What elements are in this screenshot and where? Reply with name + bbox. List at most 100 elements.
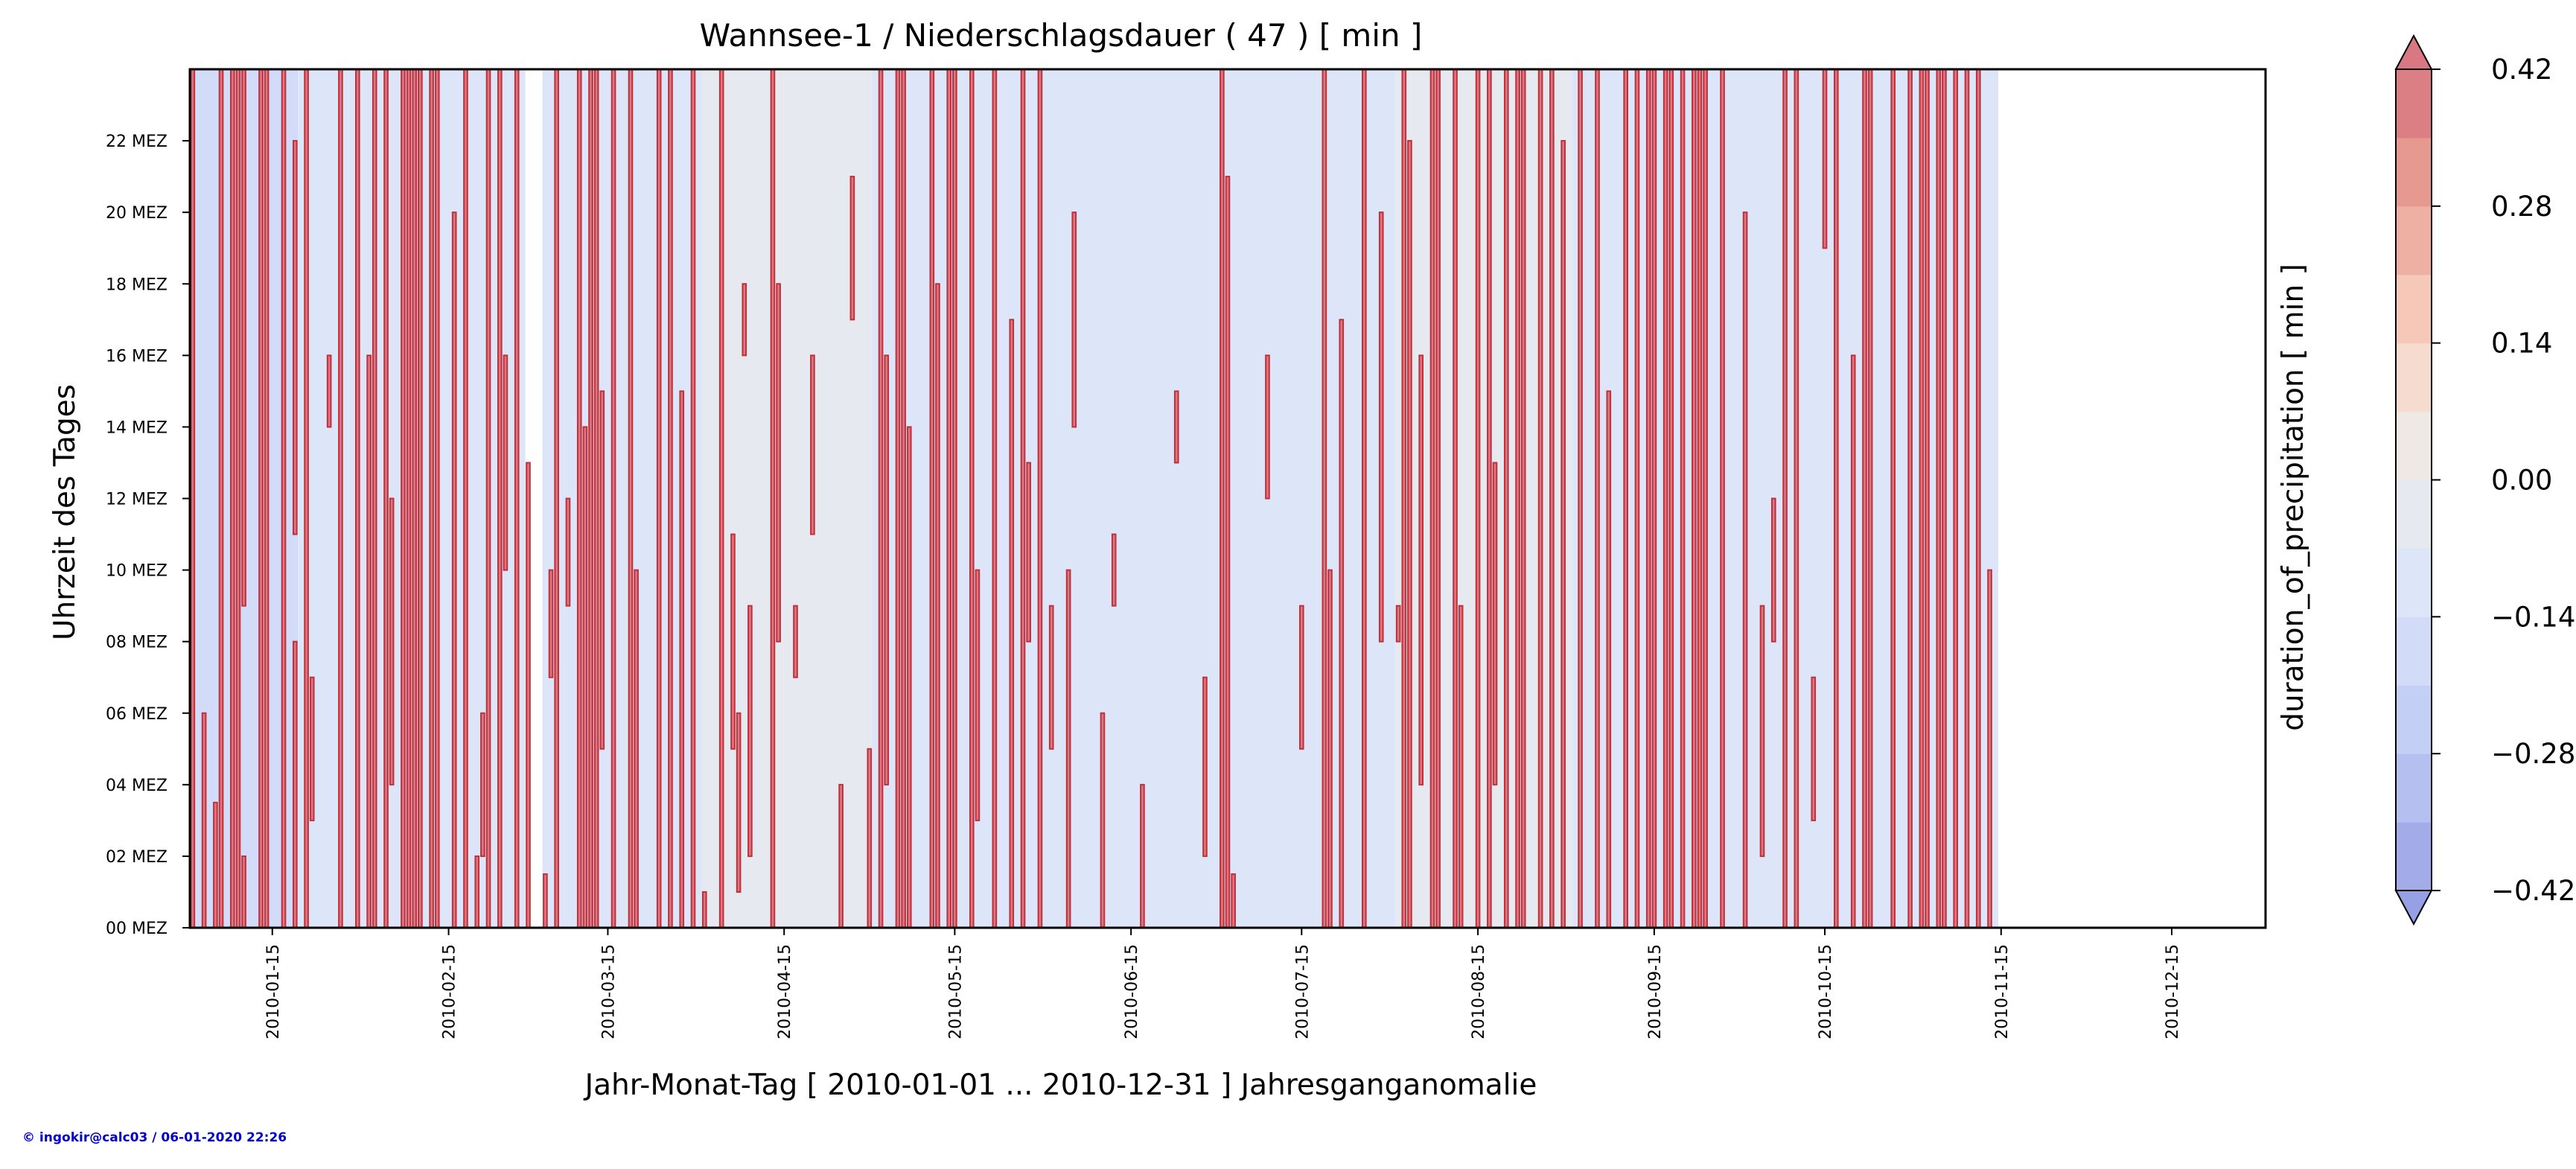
precipitation-event [1401, 69, 1407, 928]
colorbar-segment [2396, 137, 2432, 207]
colorbar-tick-label: 0.00 [2491, 465, 2552, 497]
precipitation-event [383, 69, 389, 928]
colorbar-tick-label: −0.28 [2491, 738, 2575, 770]
x-tick-label: 2010-03-15 [599, 944, 618, 1039]
precipitation-event [895, 69, 901, 928]
x-tick-label: 2010-02-15 [441, 944, 459, 1039]
precipitation-event [1936, 69, 1942, 928]
colorbar-extend-min [2394, 890, 2433, 926]
precipitation-event [338, 69, 343, 928]
precipitation-event [264, 69, 270, 928]
precipitation-event [451, 211, 457, 928]
y-tick-label: 02 MEZ [106, 848, 168, 867]
precipitation-event [793, 605, 798, 678]
precipitation-event [1964, 69, 1970, 928]
colorbar-tick-label: 0.14 [2491, 328, 2552, 360]
precipitation-event [281, 69, 287, 928]
precipitation-event [849, 176, 855, 321]
precipitation-event [1435, 69, 1441, 928]
precipitation-event [1942, 69, 1947, 928]
precipitation-event [326, 354, 332, 428]
precipitation-event [1339, 319, 1345, 928]
precipitation-event [1026, 462, 1031, 643]
x-tick-label: 2010-09-15 [1646, 944, 1665, 1039]
precipitation-event [1037, 69, 1043, 928]
precipitation-event [213, 801, 218, 928]
precipitation-event [1009, 319, 1015, 928]
precipitation-event [1794, 69, 1799, 928]
precipitation-event [1867, 69, 1873, 928]
precipitation-event [690, 69, 696, 928]
colorbar-segment [2396, 411, 2432, 480]
precipitation-event [1378, 211, 1384, 643]
precipitation-event [1720, 69, 1725, 928]
precipitation-event [668, 69, 673, 928]
precipitation-event [1322, 69, 1327, 928]
precipitation-event [1651, 69, 1657, 928]
precipitation-event [1862, 69, 1867, 928]
precipitation-event [1634, 69, 1640, 928]
precipitation-event [878, 69, 884, 928]
precipitation-event [1742, 211, 1748, 928]
precipitation-event [418, 69, 423, 928]
precipitation-event [389, 497, 395, 786]
precipitation-event [1578, 69, 1583, 928]
precipitation-event [867, 748, 873, 929]
x-tick-label: 2010-08-15 [1470, 944, 1488, 1039]
x-tick-label: 2010-12-15 [2164, 944, 2182, 1039]
y-tick-label: 08 MEZ [106, 634, 168, 652]
precipitation-event [1925, 69, 1930, 928]
precipitation-event [730, 533, 736, 750]
colorbar-segment [2396, 754, 2432, 823]
precipitation-event [969, 69, 975, 928]
precipitation-event [485, 69, 491, 928]
precipitation-event [372, 69, 377, 928]
precipitation-event [770, 69, 776, 928]
colorbar-segment [2396, 685, 2432, 754]
precipitation-event [1549, 69, 1555, 928]
precipitation-event [434, 69, 440, 928]
precipitation-event [235, 69, 241, 928]
precipitation-event [656, 69, 662, 928]
colorbar-segment [2396, 617, 2432, 686]
precipitation-event [628, 69, 634, 928]
precipitation-event [548, 569, 554, 678]
background-period [872, 69, 1396, 928]
precipitation-event [582, 426, 588, 928]
x-tick-label: 2010-06-15 [1123, 944, 1141, 1039]
precipitation-event [309, 676, 315, 821]
x-tick-label: 2010-04-15 [776, 944, 794, 1039]
precipitation-event [526, 462, 531, 928]
colorbar-segment [2396, 343, 2432, 413]
colorbar-tick-label: −0.14 [2491, 601, 2575, 633]
precipitation-event [1919, 69, 1925, 928]
colorbar-tick-label: 0.42 [2491, 54, 2552, 86]
precipitation-event [1595, 69, 1600, 928]
x-tick-label: 2010-05-15 [946, 944, 965, 1039]
colorbar-segment [2396, 480, 2432, 549]
colorbar-segment [2396, 69, 2432, 138]
precipitation-event [1327, 569, 1333, 928]
x-tick-label: 2010-11-15 [1993, 944, 2012, 1039]
precipitation-event [1987, 569, 1992, 928]
precipitation-event [838, 783, 844, 929]
precipitation-event [884, 354, 890, 786]
precipitation-event [1298, 605, 1304, 750]
precipitation-event [1020, 69, 1026, 928]
precipitation-event [679, 390, 685, 928]
precipitation-event [304, 69, 309, 928]
precipitation-event [1362, 69, 1367, 928]
precipitation-event [588, 69, 593, 928]
colorbar-segment [2396, 548, 2432, 617]
precipitation-event [946, 69, 952, 928]
y-tick-label: 04 MEZ [106, 777, 168, 795]
precipitation-event [554, 69, 559, 928]
precipitation-event [474, 855, 480, 928]
precipitation-event [1418, 354, 1424, 786]
colorbar: 0.42 0.28 0.14 0.00 −0.14 −0.28 −0.42 [2394, 34, 2575, 926]
precipitation-event [1811, 676, 1817, 821]
precipitation-event [366, 354, 372, 929]
precipitation-event [599, 390, 605, 750]
precipitation-event [429, 69, 434, 928]
precipitation-event [1833, 69, 1839, 928]
